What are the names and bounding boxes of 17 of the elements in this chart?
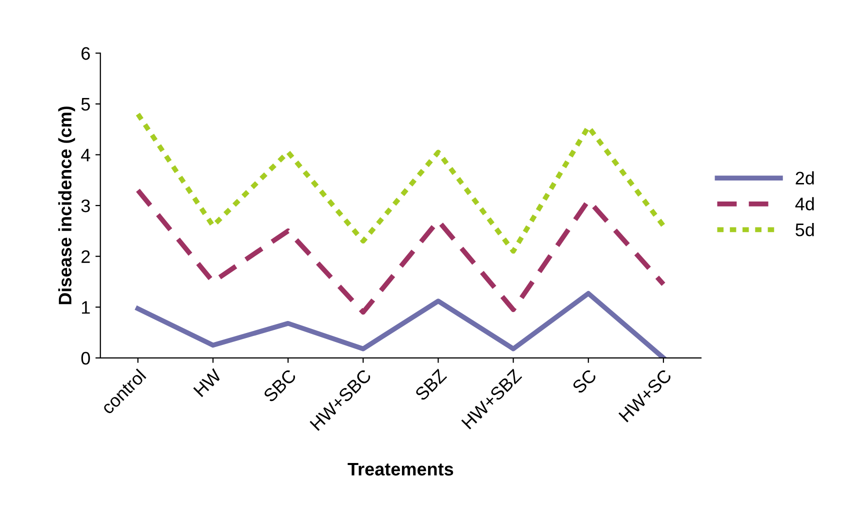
legend-label: 2d (796, 171, 814, 185)
x-tick-label: SC (572, 368, 598, 394)
y-tick-label: 6 (82, 47, 90, 60)
y-tick-label: 4 (81, 148, 90, 162)
legend-label: 4d (795, 197, 814, 210)
line-series (135, 188, 666, 315)
y-tick-label: 5 (81, 98, 90, 111)
line-series (135, 290, 666, 358)
y-tick-label: 3 (81, 199, 90, 212)
x-axis-title: Treatements (348, 462, 454, 476)
y-axis-title: Disease incidence (cm) (58, 106, 76, 304)
x-tick-label: HW (193, 368, 222, 398)
y-tick-label: 1 (82, 301, 90, 314)
line-series (135, 112, 666, 254)
y-tick-label: 0 (81, 352, 90, 365)
y-tick-label: 2 (82, 250, 90, 263)
legend-label: 5d (796, 222, 814, 236)
